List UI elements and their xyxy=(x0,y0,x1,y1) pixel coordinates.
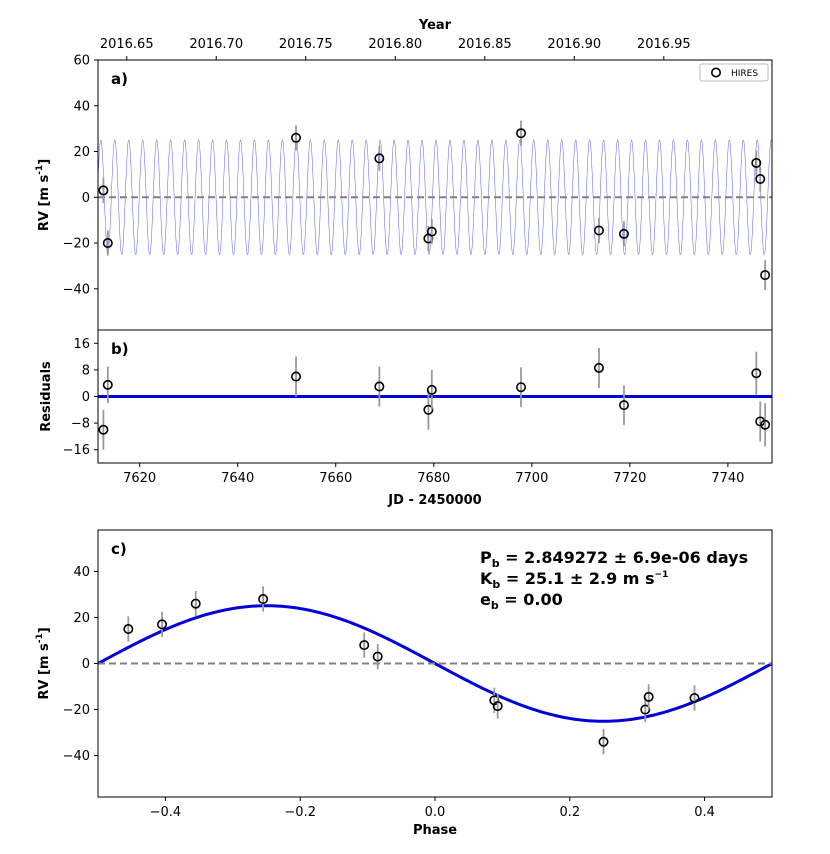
x-tick-label: 7740 xyxy=(711,471,744,486)
data-point xyxy=(372,651,383,662)
y-tick-label: 20 xyxy=(73,145,90,160)
top-x-tick-label: 2016.65 xyxy=(100,37,154,52)
legend-marker xyxy=(710,67,721,78)
x-tick-label: 0.4 xyxy=(694,805,715,820)
x-tick-label: 0.2 xyxy=(559,805,580,820)
data-point xyxy=(291,132,302,143)
top-x-tick-label: 2016.75 xyxy=(279,37,333,52)
y-axis-label: Residuals xyxy=(39,361,54,432)
data-point xyxy=(291,371,302,382)
plot-area xyxy=(98,347,772,450)
y-axis-label-main: RV [m s xyxy=(37,175,52,232)
axes-frame xyxy=(97,59,773,331)
x-tick-label: 0.0 xyxy=(425,805,446,820)
top-x-tick-label: 2016.90 xyxy=(547,37,601,52)
y-axis-label: RV [m s-1] xyxy=(35,159,52,231)
y-axis-label-sup: -1 xyxy=(35,633,45,643)
data-point xyxy=(426,384,437,395)
keplerian-model-curve xyxy=(98,139,772,256)
data-point xyxy=(374,381,385,392)
data-point xyxy=(374,153,385,164)
x-tick-label: 7680 xyxy=(417,471,450,486)
data-point xyxy=(98,185,109,196)
y-axis-label-end: ] xyxy=(37,627,52,633)
y-tick-label: 0 xyxy=(82,657,90,672)
data-point xyxy=(755,173,766,184)
x-axis-label: Phase xyxy=(413,823,457,838)
panel-label: c) xyxy=(111,540,127,558)
y-axis-label: RV [m s-1] xyxy=(35,627,52,699)
x-tick-label: 7720 xyxy=(613,471,646,486)
data-point xyxy=(190,598,201,609)
y-axis-label-end: ] xyxy=(37,159,52,165)
fit-parameters: Pb = 2.849272 ± 6.9e-06 days Kb = 25.1 ±… xyxy=(480,548,748,612)
data-point xyxy=(689,693,700,704)
y-tick-label: 16 xyxy=(73,337,90,352)
top-x-tick-label: 2016.95 xyxy=(637,37,691,52)
panel-label: b) xyxy=(111,340,129,358)
y-tick-label: 0 xyxy=(82,390,90,405)
data-point xyxy=(516,382,527,393)
top-x-tick-label: 2016.85 xyxy=(458,37,512,52)
data-point xyxy=(258,594,269,605)
top-x-tick-label: 2016.70 xyxy=(189,37,243,52)
data-point xyxy=(751,157,762,168)
data-point xyxy=(102,379,113,390)
y-tick-label: −16 xyxy=(63,443,90,458)
data-point xyxy=(643,691,654,702)
data-point xyxy=(123,623,134,634)
panel-a-rv-time-series: −40 −20 0 20 40 60 2016.65 2016.70 2016.75 2016.8… xyxy=(35,18,773,331)
data-point xyxy=(593,225,604,236)
period-annotation: Pb = 2.849272 ± 6.9e-06 days xyxy=(480,548,748,570)
x-tick-label: 7660 xyxy=(319,471,352,486)
data-point xyxy=(98,424,109,435)
top-axis-label: Year xyxy=(418,18,452,33)
y-tick-label: 0 xyxy=(82,191,90,206)
data-point xyxy=(492,701,503,712)
x-tick-label: −0.4 xyxy=(150,805,182,820)
data-point xyxy=(157,619,168,630)
y-tick-label: −40 xyxy=(63,749,90,764)
plot-area xyxy=(98,120,772,290)
y-tick-label: 20 xyxy=(73,611,90,626)
top-x-tick-label: 2016.80 xyxy=(368,37,422,52)
data-point xyxy=(593,362,604,373)
data-point xyxy=(760,270,771,281)
y-tick-label: 40 xyxy=(73,565,90,580)
x-tick-label: 7620 xyxy=(123,471,156,486)
data-point xyxy=(426,226,437,237)
x-tick-label: 7700 xyxy=(515,471,548,486)
panel-c-phase-folded-rv: −40 −20 0 20 40 −0.4 −0.2 0.0 0.2 0.4 Phase RV [m s… xyxy=(35,529,773,838)
y-tick-label: 8 xyxy=(82,363,90,378)
y-tick-label: −40 xyxy=(63,282,90,297)
y-tick-label: 40 xyxy=(73,99,90,114)
data-point xyxy=(102,238,113,249)
x-axis-label: JD - 2450000 xyxy=(387,493,481,508)
y-tick-label: 60 xyxy=(73,54,90,69)
x-tick-label: 7640 xyxy=(221,471,254,486)
y-tick-label: −8 xyxy=(71,417,90,432)
data-point xyxy=(751,368,762,379)
y-axis-label-sup: -1 xyxy=(35,165,45,175)
data-point xyxy=(598,736,609,747)
legend-label: HIRES xyxy=(731,69,758,79)
y-axis-label-main: Residuals xyxy=(39,361,54,432)
y-tick-label: −20 xyxy=(63,237,90,252)
data-point xyxy=(760,419,771,430)
x-tick-label: −0.2 xyxy=(284,805,316,820)
panel-b-residuals: −16 −8 0 8 16 7620 7640 7660 7680 7700 7720 7740 JD … xyxy=(39,329,773,508)
panel-label: a) xyxy=(111,70,128,88)
data-point xyxy=(618,400,629,411)
amplitude-annotation: Kb = 25.1 ± 2.9 m s−1 xyxy=(480,569,668,591)
plot-area xyxy=(98,586,772,755)
y-tick-label: −20 xyxy=(63,703,90,718)
eccentricity-annotation: eb = 0.00 xyxy=(480,590,563,612)
data-point xyxy=(359,640,370,651)
data-point xyxy=(516,128,527,139)
data-point xyxy=(618,228,629,239)
y-axis-label-main: RV [m s xyxy=(37,643,52,700)
